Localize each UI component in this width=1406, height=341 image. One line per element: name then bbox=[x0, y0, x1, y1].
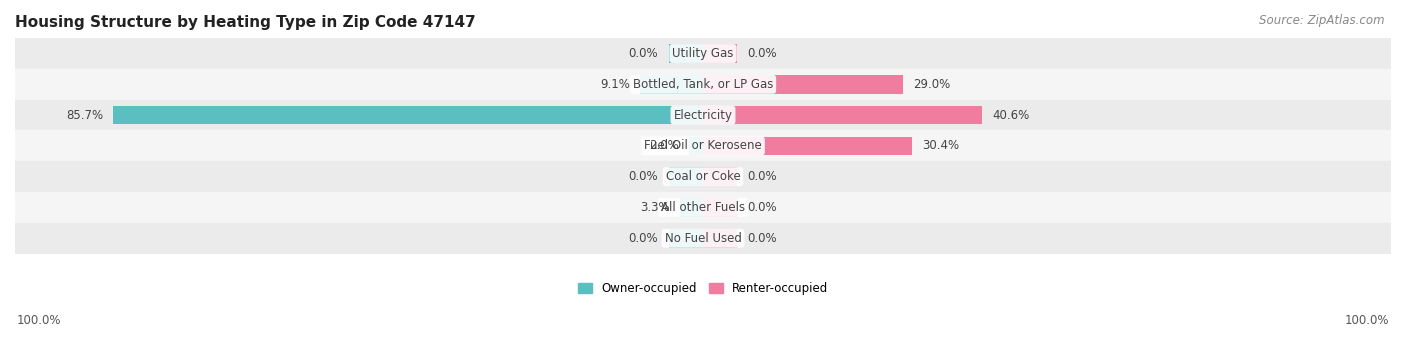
Text: 0.0%: 0.0% bbox=[748, 201, 778, 214]
Text: 3.3%: 3.3% bbox=[640, 201, 671, 214]
Text: Source: ZipAtlas.com: Source: ZipAtlas.com bbox=[1260, 14, 1385, 27]
Bar bbox=[15, 223, 1391, 254]
Bar bbox=[15, 192, 1391, 223]
Bar bbox=[669, 229, 703, 248]
Text: 0.0%: 0.0% bbox=[748, 232, 778, 245]
Text: 29.0%: 29.0% bbox=[912, 78, 950, 91]
Text: Coal or Coke: Coal or Coke bbox=[665, 170, 741, 183]
Text: 0.0%: 0.0% bbox=[628, 47, 658, 60]
Bar bbox=[640, 75, 703, 93]
Legend: Owner-occupied, Renter-occupied: Owner-occupied, Renter-occupied bbox=[578, 282, 828, 295]
Bar bbox=[703, 167, 737, 186]
Text: 30.4%: 30.4% bbox=[922, 139, 960, 152]
Bar bbox=[15, 161, 1391, 192]
Text: Housing Structure by Heating Type in Zip Code 47147: Housing Structure by Heating Type in Zip… bbox=[15, 15, 475, 30]
Bar bbox=[703, 229, 737, 248]
Bar bbox=[15, 69, 1391, 100]
Bar bbox=[114, 106, 703, 124]
Text: Bottled, Tank, or LP Gas: Bottled, Tank, or LP Gas bbox=[633, 78, 773, 91]
Bar bbox=[15, 38, 1391, 69]
Text: Fuel Oil or Kerosene: Fuel Oil or Kerosene bbox=[644, 139, 762, 152]
Text: All other Fuels: All other Fuels bbox=[661, 201, 745, 214]
Text: Utility Gas: Utility Gas bbox=[672, 47, 734, 60]
Bar bbox=[15, 131, 1391, 161]
Bar bbox=[703, 198, 737, 217]
Bar bbox=[703, 106, 983, 124]
Bar bbox=[703, 44, 737, 63]
Text: 100.0%: 100.0% bbox=[17, 314, 62, 327]
Text: 0.0%: 0.0% bbox=[628, 232, 658, 245]
Text: 2.0%: 2.0% bbox=[650, 139, 679, 152]
Text: 40.6%: 40.6% bbox=[993, 108, 1031, 122]
Text: 85.7%: 85.7% bbox=[66, 108, 103, 122]
Bar bbox=[669, 44, 703, 63]
Text: No Fuel Used: No Fuel Used bbox=[665, 232, 741, 245]
Bar bbox=[689, 137, 703, 155]
Text: 0.0%: 0.0% bbox=[748, 47, 778, 60]
Bar bbox=[15, 100, 1391, 131]
Text: 9.1%: 9.1% bbox=[600, 78, 630, 91]
Bar bbox=[703, 75, 903, 93]
Text: 100.0%: 100.0% bbox=[1344, 314, 1389, 327]
Text: 0.0%: 0.0% bbox=[628, 170, 658, 183]
Bar bbox=[669, 167, 703, 186]
Text: Electricity: Electricity bbox=[673, 108, 733, 122]
Bar bbox=[681, 198, 703, 217]
Bar bbox=[703, 137, 912, 155]
Text: 0.0%: 0.0% bbox=[748, 170, 778, 183]
